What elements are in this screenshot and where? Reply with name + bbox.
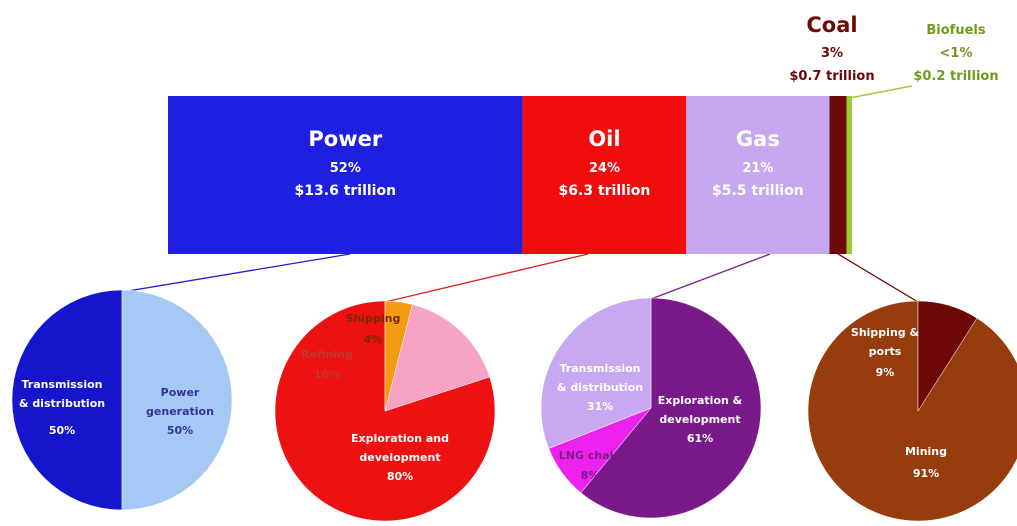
bar-segment-power — [168, 96, 523, 254]
pie-gas-label-exploration-development: Exploration & — [658, 394, 743, 407]
biofuels-leader-line — [849, 85, 913, 99]
bar-amount-oil: $6.3 trillion — [559, 183, 651, 199]
bar-percent-power: 52% — [330, 161, 361, 176]
bar-segment-oil — [522, 96, 687, 254]
pie-power-percent-power-generation: 50% — [167, 424, 193, 437]
pie-coal-slice-shipping-ports — [917, 300, 978, 412]
bar-segment-biofuels — [846, 96, 852, 254]
bar-amount-biofuels: $0.2 trillion — [913, 69, 998, 84]
connector-oil — [384, 253, 589, 303]
pie-gas-slice-transmission-distribution — [540, 297, 652, 449]
pie-power-slice-power-generation — [121, 289, 233, 511]
connector-gas — [650, 253, 771, 300]
connector-lines — [121, 253, 919, 303]
bar-amount-power: $13.6 trillion — [295, 183, 397, 199]
bar-segment-gas — [686, 96, 830, 254]
pie-gas-label-transmission-distribution: Transmission — [559, 362, 640, 375]
bar-label-oil: Oil — [588, 127, 620, 151]
bar-label-coal: Coal — [806, 13, 857, 37]
pie-gas-label-lng-chain: LNG chain — [559, 449, 621, 462]
pie-power-label-power-generation-line2: generation — [146, 405, 214, 418]
pie-coal-label-shipping-ports-line2: ports — [869, 345, 902, 358]
pie-power-label-transmission-distribution: Transmission — [21, 378, 102, 391]
pie-gas-percent-lng-chain: 8% — [581, 469, 600, 482]
pie-power-percent-transmission-distribution: 50% — [49, 424, 75, 437]
pie-oil-label-shipping: Shipping — [346, 312, 401, 325]
pie-oil-slice-refining — [384, 304, 490, 412]
pie-oil-label-refining: Refining — [301, 348, 352, 361]
bar-label-biofuels: Biofuels — [926, 23, 985, 38]
bar-percent-coal: 3% — [821, 46, 843, 61]
bar-amount-coal: $0.7 trillion — [789, 69, 874, 84]
pie-gas-label-exploration-development-line2: development — [659, 413, 740, 426]
pie-power-label-power-generation: Power — [161, 386, 200, 399]
bar-percent-oil: 24% — [589, 161, 620, 176]
pie-charts: Transmission & distribution 50% Power genera… — [11, 289, 1017, 522]
pie-coal-label-mining: Mining — [905, 445, 947, 458]
pie-oil-label-exploration-and-development: Exploration and — [351, 432, 449, 445]
pie-gas-label-transmission-distribution-line2: & distribution — [557, 381, 643, 394]
stacked-bar: Power 52% $13.6 trillion Oil 24% $6.3 trillio… — [168, 13, 999, 254]
connector-coal — [837, 253, 919, 303]
pie-oil-slice-shipping — [384, 300, 413, 412]
pie-coal-percent-shipping-ports: 9% — [876, 366, 895, 379]
pie-power-label-transmission-distribution-line2: & distribution — [19, 397, 105, 410]
connector-power — [121, 253, 351, 293]
pie-gas-percent-transmission-distribution: 31% — [587, 400, 613, 413]
pie-oil-percent-refining: 16% — [314, 368, 340, 381]
pie-oil-percent-shipping: 4% — [364, 333, 383, 346]
pie-coal-label-shipping-ports: Shipping & — [851, 326, 920, 339]
bar-segment-coal — [829, 96, 847, 254]
bar-percent-gas: 21% — [742, 161, 773, 176]
pie-coal-percent-mining: 91% — [913, 467, 939, 480]
pie-oil-label-exploration-and-development-line2: development — [359, 451, 440, 464]
pie-coal-slice-mining — [807, 300, 1017, 522]
pie-gas-slice-exploration-development — [580, 297, 762, 519]
bar-percent-biofuels: <1% — [940, 46, 973, 61]
pie-power-slice-transmission-distribution — [11, 289, 123, 511]
bar-amount-gas: $5.5 trillion — [712, 183, 804, 199]
pie-gas-percent-exploration-development: 61% — [687, 432, 713, 445]
bar-label-power: Power — [308, 127, 382, 151]
pie-oil-percent-exploration-and-development: 80% — [387, 470, 413, 483]
bar-label-gas: Gas — [736, 127, 780, 151]
